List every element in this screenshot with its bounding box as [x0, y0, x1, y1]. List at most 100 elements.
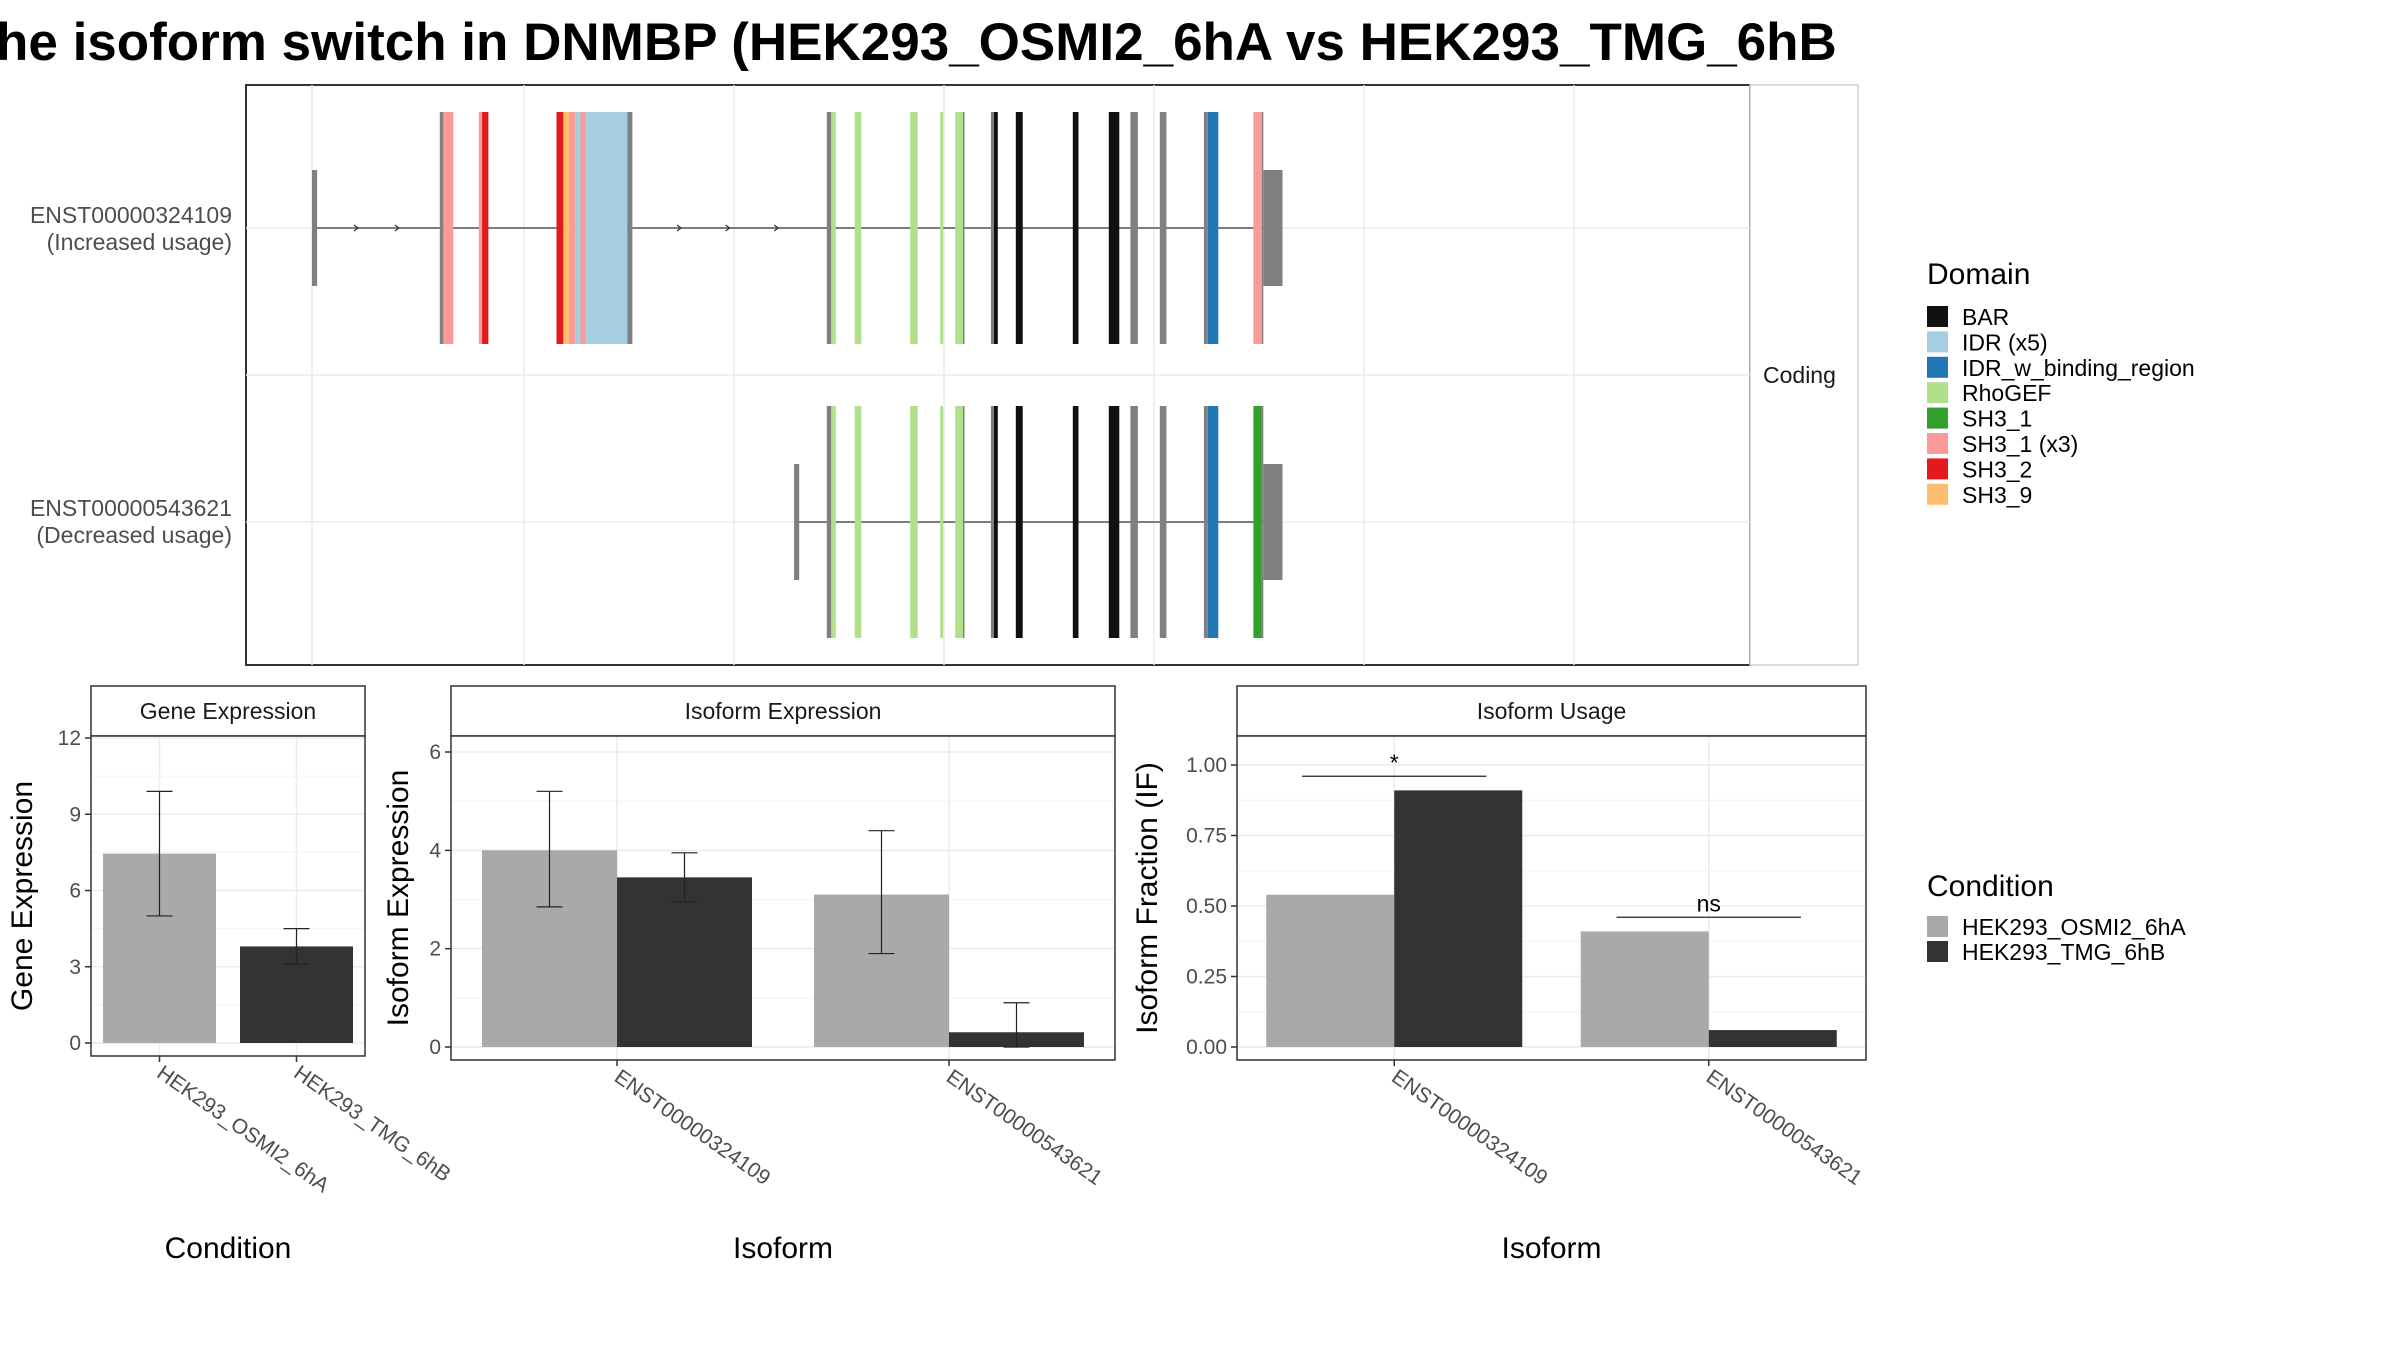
main-title: he isoform switch in DNMBP (HEK293_OSMI2…	[0, 13, 1837, 72]
isoform-usage-x-title: Isoform	[1501, 1232, 1601, 1265]
isoform-usage-bar-s0-0	[1266, 894, 1395, 1047]
condition-legend-title: Condition	[1927, 870, 2054, 903]
utr-exon-tx1-30	[1263, 170, 1283, 286]
domain-idr-w-binding-region-tx1-27	[1207, 112, 1219, 344]
domain-key-bar	[1927, 306, 1948, 327]
transcript-1-usage: (Increased usage)	[47, 229, 232, 255]
exon-tx1-1	[439, 112, 444, 344]
domain-rhogef-tx1-16	[940, 112, 944, 344]
gene-expression-ytick-label-0: 0	[69, 1032, 81, 1055]
domain-label-sh3-1-x3: SH3_1 (x3)	[1962, 431, 2078, 457]
domain-label-sh3-1: SH3_1	[1962, 406, 2032, 432]
domain-key-idr-x5	[1927, 331, 1948, 353]
domain-sh3-2-tx1-4	[482, 112, 489, 344]
domain-key-sh3-2	[1927, 458, 1948, 480]
domain-sh3-1-x3-tx1-2	[443, 112, 454, 344]
domain-rhogef-tx2-4	[910, 406, 918, 638]
domain-key-rhogef	[1927, 382, 1948, 404]
transcript-1-id: ENST00000324109	[30, 202, 232, 228]
exon-tx2-7	[963, 406, 965, 638]
domain-rhogef-tx1-17	[955, 112, 963, 344]
domain-key-sh3-1	[1927, 407, 1948, 429]
gene-expression-x-title: Condition	[165, 1232, 292, 1265]
domain-key-sh3-9	[1927, 483, 1948, 505]
condition-label-b: HEK293_TMG_6hB	[1962, 939, 2165, 965]
domain-bar-tx2-11	[1072, 406, 1079, 638]
isoform-expression-errorbar-s1-1	[1003, 1002, 1030, 1048]
domain-bar-tx2-9	[993, 406, 998, 638]
exon-tx2-13	[1130, 406, 1138, 638]
gene-expression-errorbar-0	[146, 790, 173, 917]
isoform-expression-panel: Isoform Expression 0 2 4 6 ENST00000324109 ENS…	[382, 685, 1116, 1265]
exon-tx1-11	[627, 112, 633, 344]
domain-bar-tx2-12	[1108, 406, 1120, 638]
gene-expression-panel: Gene Expression036912HEK293_OSMI2_6hAHEK…	[6, 685, 455, 1265]
isoform-expression-ytick-label-0: 0	[429, 1036, 441, 1059]
exon-tx1-18	[963, 112, 965, 344]
coding-facet-label: Coding	[1763, 362, 1836, 388]
domain-sh3-1-tx2-17	[1253, 406, 1262, 638]
domain-bar-tx1-22	[1072, 112, 1079, 344]
exon-tx1-29	[1261, 112, 1264, 344]
exon-tx1-25	[1159, 112, 1167, 344]
isoform-usage-xtick-label-0: ENST00000324109	[1387, 1065, 1551, 1190]
domain-sh3-2-tx1-5	[556, 112, 564, 344]
domain-rhogef-tx2-6	[955, 406, 963, 638]
gene-structure-panel: Coding ENST00000324109 (Increased usage)…	[30, 84, 1859, 666]
condition-legend: Condition HEK293_OSMI2_6hA HEK293_TMG_6h…	[1927, 870, 2186, 965]
isoform-usage-bar-s1-1	[1708, 1030, 1837, 1047]
exon-tx2-8	[990, 406, 994, 638]
isoform-expression-border	[450, 735, 1116, 1061]
domain-sh3-1-x3-tx1-7	[569, 112, 576, 344]
isoform-expression-xtick-label-1: ENST00000543621	[942, 1065, 1106, 1190]
gene-expression-ytick-label-2: 6	[69, 880, 81, 903]
gene-expression-y-title: Gene Expression	[6, 781, 39, 1011]
domain-key-sh3-1-x3	[1927, 433, 1948, 454]
domain-label-sh3-2: SH3_2	[1962, 456, 2032, 482]
domain-key-idr-w-binding-region	[1927, 356, 1948, 378]
isoform-usage-ytick-label-4: 1.00	[1186, 754, 1227, 777]
exon-tx1-26	[1203, 112, 1208, 344]
domain-rhogef-tx2-5	[940, 406, 944, 638]
domain-sh3-1-x3-tx1-9	[580, 112, 586, 344]
domain-label-bar: BAR	[1962, 304, 2009, 330]
isoform-expression-xtick-label-0: ENST00000324109	[610, 1065, 774, 1190]
domain-legend-title: Domain	[1927, 258, 2030, 291]
exon-tx1-0	[312, 170, 318, 286]
gene-expression-ytick-label-1: 3	[69, 956, 81, 979]
isoform-expression-strip-label: Isoform Expression	[685, 698, 882, 724]
strand-arrow	[353, 224, 359, 232]
isoform-usage-bar-s0-1	[1580, 931, 1709, 1047]
isoform-expression-errorbar-s1-0	[671, 852, 698, 903]
domain-idr-x5-tx1-10	[585, 112, 628, 344]
structure-features	[312, 112, 1283, 638]
isoform-expression-strip	[450, 685, 1116, 737]
isoform-expression-ytick-label-3: 6	[429, 741, 441, 764]
transcript-2-id: ENST00000543621	[30, 495, 232, 521]
isoform-usage-sig-label-1: ns	[1697, 890, 1721, 916]
domain-idr-x5-tx1-8	[575, 112, 581, 344]
isoform-usage-panel: Isoform Usage 0.00 0.25 0.50 0.75 1.00 * ns ENST…	[1131, 685, 1867, 1265]
strand-arrow	[773, 224, 780, 232]
condition-key-a	[1927, 916, 1948, 937]
exon-tx1-12	[826, 112, 832, 344]
isoform-usage-border	[1236, 735, 1867, 1061]
domain-bar-tx1-20	[993, 112, 998, 344]
transcript-2-usage: (Decreased usage)	[36, 522, 232, 548]
domain-sh3-1-x3-tx1-3	[478, 112, 483, 344]
isoform-expression-ytick-label-2: 4	[429, 839, 441, 862]
gene-expression-ytick-label-4: 12	[58, 727, 81, 750]
isoform-usage-xtick-label-1: ENST00000543621	[1702, 1065, 1866, 1190]
domain-idr-w-binding-region-tx2-16	[1207, 406, 1219, 638]
gene-expression-strip-label: Gene Expression	[140, 698, 316, 724]
utr-exon-tx2-19	[1263, 464, 1283, 580]
domain-sh3-9-tx1-6	[563, 112, 570, 344]
isoform-usage-y-title: Isoform Fraction (IF)	[1131, 762, 1164, 1034]
exon-tx2-15	[1203, 406, 1208, 638]
strand-arrow	[676, 224, 682, 232]
isoform-usage-strip	[1236, 685, 1867, 737]
strand-arrow	[394, 224, 400, 232]
